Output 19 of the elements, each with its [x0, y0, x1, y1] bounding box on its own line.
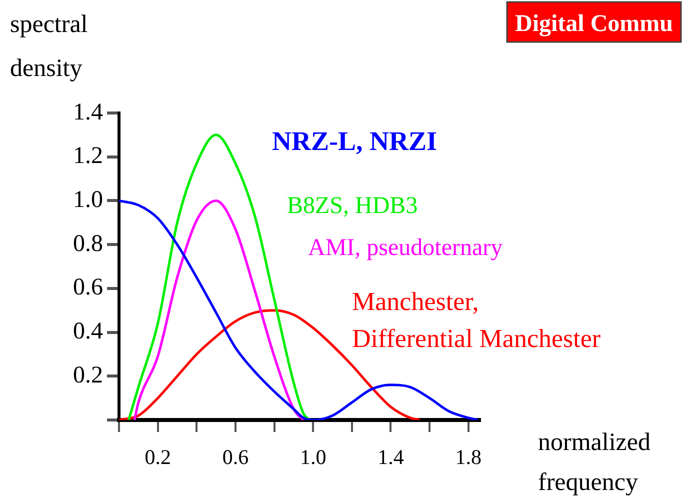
y-tick-label: 1.4	[73, 99, 103, 126]
y-tick-label: 0.8	[73, 230, 103, 257]
x-tick-label: 1.0	[300, 445, 326, 470]
text: AMI, pseudoternary	[308, 235, 503, 261]
y-tick-label: 0.2	[73, 362, 103, 388]
series-label: B8ZS, HDB3	[287, 193, 418, 219]
x-tick-label: 1.4	[378, 445, 404, 470]
x-tick-label: 1.8	[455, 445, 482, 470]
y-tick-label: 0.6	[73, 274, 103, 301]
text: Digital Commu	[515, 11, 674, 37]
x-axis-title: normalized frequency	[538, 429, 651, 496]
y-tick-label: 0.4	[73, 318, 103, 345]
y-axis-title: spectral density	[10, 11, 88, 82]
text: NRZ-L, NRZI	[272, 126, 438, 156]
x-tick-label: 0.6	[222, 445, 249, 470]
y-tick-label: 1.0	[73, 187, 103, 214]
series-label: Manchester, Differential Manchester	[352, 287, 601, 353]
x-tick-label: 0.2	[144, 445, 171, 470]
y-tick-label: 1.2	[73, 143, 103, 170]
